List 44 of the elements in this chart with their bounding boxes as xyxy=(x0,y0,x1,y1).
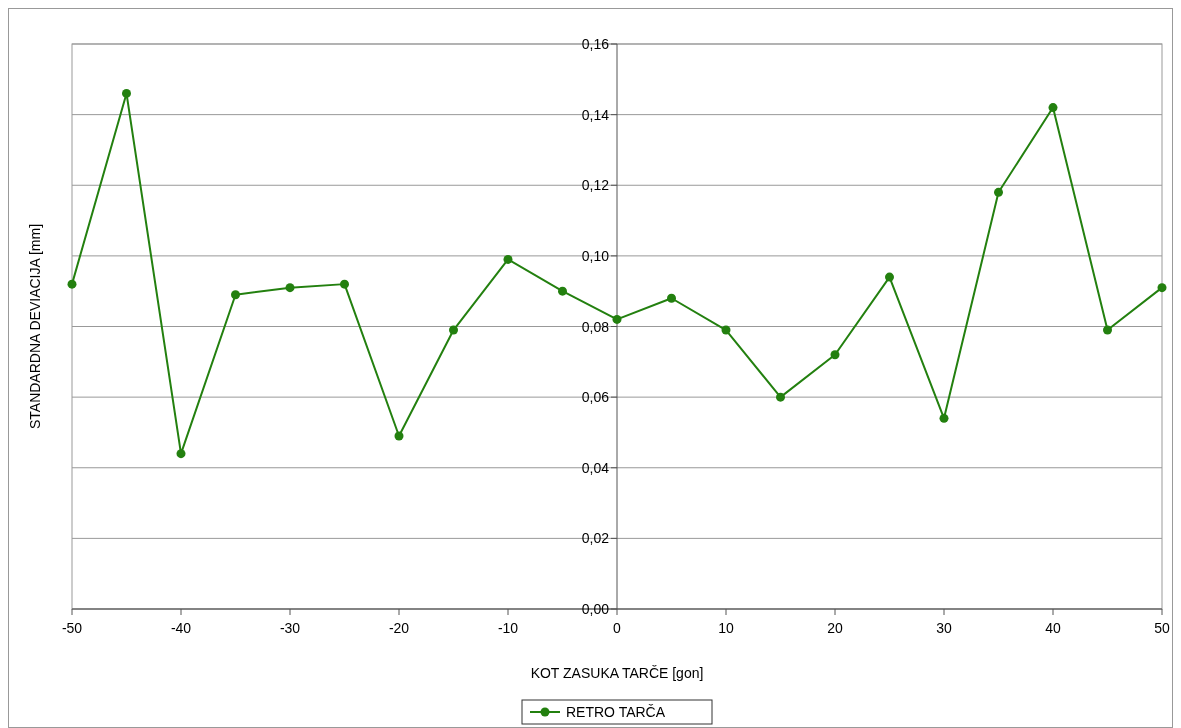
point xyxy=(1157,283,1167,293)
y-tick-label: 0,04 xyxy=(581,459,610,476)
x-tick-label: 20 xyxy=(827,620,843,636)
point xyxy=(176,449,186,459)
legend-label: RETRO TARČA xyxy=(566,704,666,720)
y-tick-label: 0,10 xyxy=(581,247,610,264)
x-tick-label: 0 xyxy=(613,620,622,636)
point xyxy=(394,431,404,441)
point xyxy=(503,254,513,264)
point xyxy=(667,293,676,303)
x-tick-label: 50 xyxy=(1154,620,1170,636)
point xyxy=(830,350,840,360)
y-tick-label: 0,14 xyxy=(581,106,610,123)
point xyxy=(122,88,131,98)
point xyxy=(67,279,77,289)
point xyxy=(1048,103,1058,113)
x-tick-label: -10 xyxy=(497,620,519,636)
x-tick-label: 30 xyxy=(936,620,952,636)
x-tick-label: 40 xyxy=(1045,620,1061,636)
point xyxy=(885,272,894,282)
point xyxy=(612,314,622,324)
y-tick-label: 0,16 xyxy=(581,36,610,52)
point xyxy=(1103,325,1112,335)
point xyxy=(939,413,949,423)
y-axis-title: STANDARDNA DEVIACIJA [mm] xyxy=(27,223,43,430)
y-tick-label: 0,12 xyxy=(581,177,610,194)
x-tick-label: -40 xyxy=(170,620,192,636)
y-tick-label: 0,00 xyxy=(581,601,610,617)
point xyxy=(285,283,295,293)
point xyxy=(449,325,458,335)
x-axis-title: KOT ZASUKA TARČE [gon] xyxy=(530,665,704,681)
point xyxy=(994,187,1003,197)
x-tick-label: -30 xyxy=(279,620,301,636)
y-tick-label: 0,02 xyxy=(581,530,610,547)
point xyxy=(721,325,731,335)
point xyxy=(340,279,349,289)
point xyxy=(231,290,240,300)
y-tick-label: 0,06 xyxy=(581,389,610,406)
x-tick-label: 10 xyxy=(718,620,734,636)
x-tick-label: -20 xyxy=(388,620,410,636)
x-tick-label: -50 xyxy=(61,620,83,636)
point xyxy=(558,286,567,296)
y-tick-label: 0,08 xyxy=(581,318,610,335)
point xyxy=(776,392,785,402)
